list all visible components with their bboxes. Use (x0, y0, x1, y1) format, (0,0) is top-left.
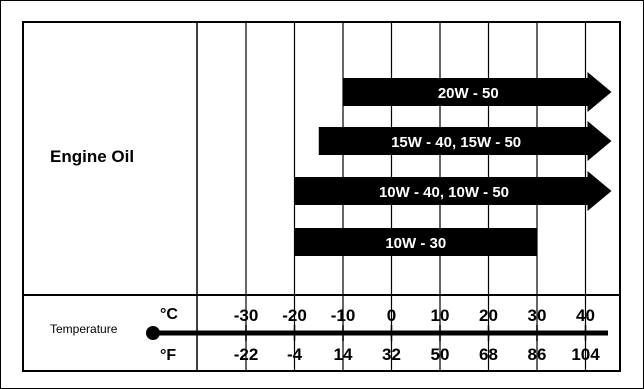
engine-oil-label: Engine Oil (50, 147, 134, 166)
celsius-unit-label: °C (160, 306, 178, 323)
oil-bar-3 (294, 228, 537, 256)
oil-bar-0 (343, 72, 612, 112)
fahrenheit-tick-5: 68 (479, 345, 498, 364)
oil-bar-label-2: 10W - 40, 10W - 50 (379, 184, 509, 201)
oil-bar-label-0: 20W - 50 (438, 85, 499, 102)
fahrenheit-tick-1: -4 (287, 345, 303, 364)
celsius-tick-3: 0 (387, 306, 396, 325)
chart-border (22, 21, 621, 372)
oil-bar-label-1: 15W - 40, 15W - 50 (391, 134, 521, 151)
celsius-tick-4: 10 (431, 306, 450, 325)
fahrenheit-unit-label: °F (160, 347, 176, 364)
fahrenheit-ticks: -22 -4 14 32 50 68 86 104 (234, 345, 601, 364)
celsius-tick-5: 20 (479, 306, 498, 325)
fahrenheit-tick-6: 86 (528, 345, 547, 364)
celsius-tick-0: -30 (234, 306, 259, 325)
celsius-tick-2: -10 (331, 306, 356, 325)
fahrenheit-tick-3: 32 (382, 345, 401, 364)
celsius-ticks: -30 -20 -10 0 10 20 30 40 (234, 306, 595, 341)
oil-bar-label-3: 10W - 30 (385, 235, 446, 252)
temperature-axis-label: Temperature (50, 322, 118, 336)
oil-bar-2 (294, 171, 612, 211)
bars-group: 20W - 50 15W - 40, 15W - 50 10W - 40, 10W … (294, 72, 612, 256)
fahrenheit-tick-4: 50 (431, 345, 450, 364)
celsius-tick-6: 30 (528, 306, 547, 325)
fahrenheit-tick-2: 14 (334, 345, 353, 364)
fahrenheit-tick-7: 104 (571, 345, 600, 364)
celsius-tick-7: 40 (576, 306, 595, 325)
fahrenheit-tick-0: -22 (234, 345, 259, 364)
celsius-tick-1: -20 (282, 306, 307, 325)
oil-bar-1 (318, 121, 612, 161)
